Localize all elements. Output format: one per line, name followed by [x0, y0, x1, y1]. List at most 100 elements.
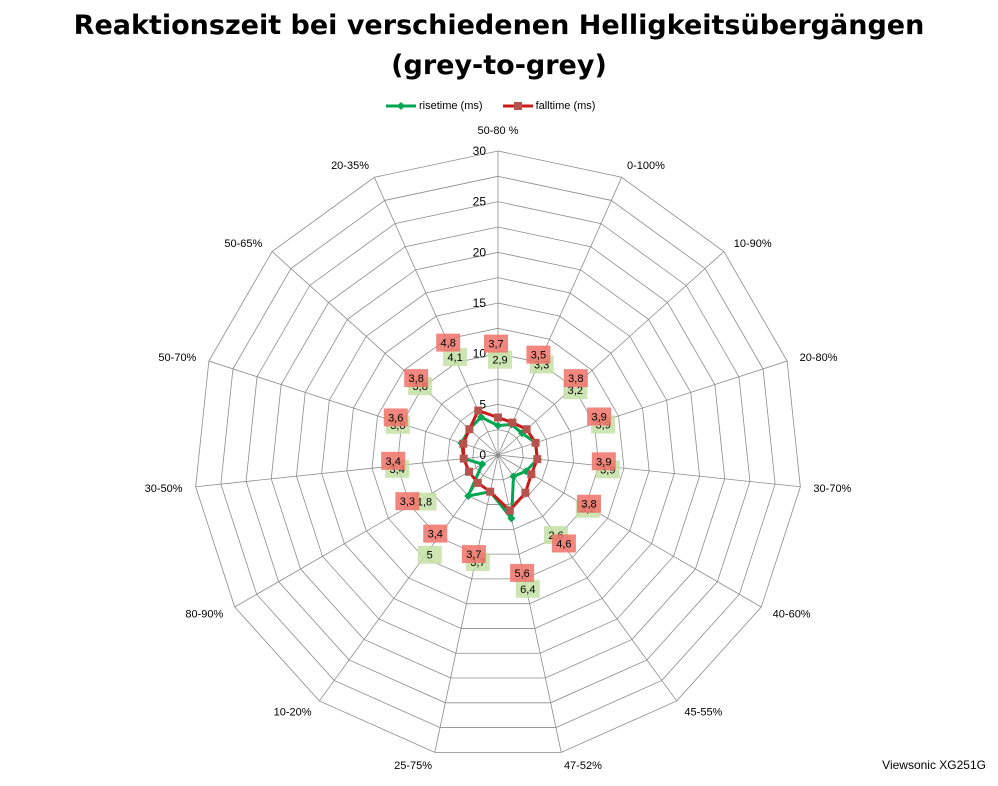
grid-spoke [234, 454, 499, 608]
data-point [478, 460, 487, 469]
data-label-box [443, 348, 468, 367]
grid-ring [447, 403, 549, 505]
data-label: 5 [427, 550, 433, 562]
data-point [486, 487, 495, 496]
data-point [474, 406, 483, 415]
data-label: 3,4 [386, 456, 401, 468]
category-label: 20-80% [800, 352, 838, 364]
radial-tick-label: 15 [473, 296, 487, 310]
chart-title: Reaktionszeit bei verschiedenen Helligke… [73, 10, 925, 41]
data-label-box [381, 451, 406, 470]
category-label: 30-50% [145, 483, 183, 495]
data-label-box [551, 534, 576, 553]
grid-ring [422, 378, 574, 530]
grid-ring [220, 175, 776, 728]
data-label: 3,8 [581, 499, 596, 511]
grid-ring [396, 353, 600, 555]
chart-subtitle: (grey-to-grey) [391, 50, 607, 81]
grid-spoke [208, 360, 499, 456]
data-point [465, 425, 474, 434]
data-point [459, 439, 468, 448]
data-label-box [436, 333, 461, 352]
radial-tick-label: 20 [473, 245, 487, 259]
grid-spoke [497, 177, 623, 456]
data-point [459, 454, 468, 463]
data-label-box [515, 579, 540, 598]
data-label: 4,8 [441, 338, 456, 350]
data-label: 3,9 [591, 411, 606, 423]
category-label: 10-20% [274, 707, 312, 719]
grid-spoke [497, 360, 788, 456]
data-label: 6,4 [520, 584, 535, 596]
data-point [465, 467, 474, 476]
category-label: 10-90% [734, 238, 772, 250]
data-label: 3,5 [531, 350, 546, 362]
radar-grid [195, 150, 801, 753]
data-label: 3,8 [568, 373, 583, 385]
category-label: 45-55% [684, 707, 722, 719]
category-label: 50-70% [158, 352, 196, 364]
series-1 [459, 406, 542, 515]
data-label-box [423, 524, 448, 543]
grid-ring [195, 150, 801, 753]
grid-spoke [434, 454, 499, 753]
radial-tick-label: 0 [479, 448, 486, 462]
data-point [473, 478, 482, 487]
category-label: 47-52% [564, 760, 602, 772]
category-label: 50-65% [224, 238, 262, 250]
grid-spoke [497, 454, 801, 488]
data-point [522, 425, 531, 434]
radial-tick-label: 5 [479, 397, 486, 411]
data-point [477, 413, 486, 422]
grid-ring [346, 302, 650, 605]
grid-spoke [271, 251, 499, 456]
legend-marker-risetime [386, 102, 416, 110]
data-point [521, 488, 530, 497]
legend-label-falltime: falltime (ms) [535, 100, 596, 112]
legend-item-falltime: falltime (ms) [502, 100, 596, 112]
data-point [505, 506, 514, 515]
legend-marker-falltime [502, 102, 533, 110]
data-label: 5,6 [514, 568, 529, 580]
data-label-box [404, 369, 429, 388]
data-point [464, 491, 473, 500]
watermark: Viewsonic XG251G [882, 758, 986, 772]
category-label: 80-90% [185, 609, 223, 621]
data-label-box [484, 334, 508, 353]
data-point [494, 421, 502, 430]
data-label: 4,1 [447, 352, 462, 364]
data-label: 3,3 [400, 496, 415, 508]
data-label: 3,2 [568, 385, 583, 397]
grid-spoke [497, 251, 725, 456]
data-point [508, 418, 517, 427]
data-label-box [395, 492, 420, 511]
category-label: 25-75% [394, 760, 432, 772]
data-point [494, 413, 502, 422]
legend-item-risetime: risetime (ms) [386, 100, 483, 112]
labels-1 [381, 333, 616, 582]
data-label-box [417, 545, 442, 564]
category-label: 50-80 % [478, 125, 519, 137]
data-label-box [461, 545, 486, 564]
radial-tick-label: 10 [473, 347, 487, 361]
data-label: 3,4 [428, 529, 443, 541]
category-label: 0-100% [627, 160, 665, 172]
data-label-box [587, 407, 612, 426]
data-label-box [563, 369, 588, 388]
radial-tick-label: 30 [473, 144, 487, 158]
category-label: 40-60% [773, 609, 811, 621]
data-label: 3,7 [466, 549, 481, 561]
data-label-box [591, 452, 616, 471]
grid-spoke [497, 454, 562, 753]
radial-tick-label: 25 [473, 195, 487, 209]
data-label-box [383, 408, 408, 427]
grid-ring [472, 429, 524, 481]
data-label-box [526, 345, 551, 364]
grid-ring [245, 201, 751, 704]
data-point [531, 438, 540, 447]
data-label-box [577, 494, 602, 513]
data-label: 3,7 [488, 339, 503, 351]
data-label: 2,9 [492, 355, 507, 367]
